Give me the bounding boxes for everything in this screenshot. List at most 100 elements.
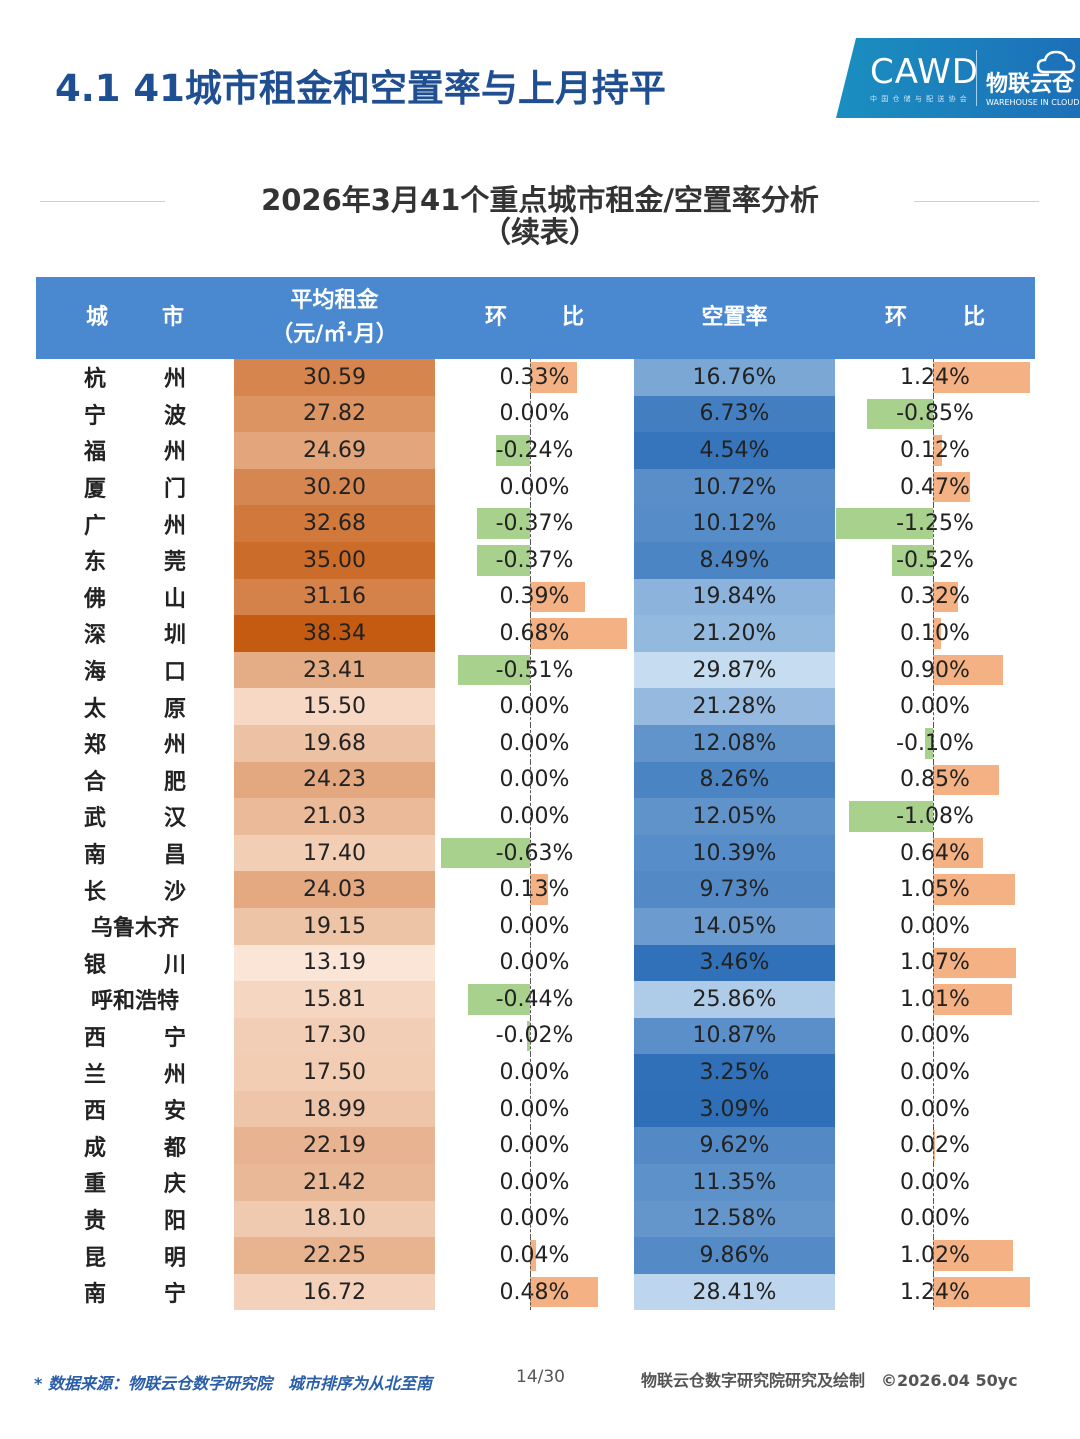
rent-cell: 22.25 [234,1237,435,1274]
positive-change-bar [933,618,941,649]
title-line-right [914,201,1039,202]
title-line-left [40,201,165,202]
rent-cell: 38.34 [234,615,435,652]
zero-axis-line [933,505,934,542]
positive-change-bar [933,435,943,466]
vacancy-mom-cell: 1.02% [835,1237,1035,1274]
logo-wlc-subtext: WAREHOUSE IN CLOUD [986,98,1080,107]
change-value: 0.00% [900,1060,970,1086]
rent-cell: 24.03 [234,871,435,908]
city-cell: 郑州 [36,725,234,762]
rent-mom-cell: 0.00% [435,724,634,762]
zero-axis-line [530,1237,531,1274]
table-row: 兰州 17.50 0.00% 3.25% 0.00% [36,1054,1035,1091]
city-cell: 太原 [36,688,234,725]
change-value: 0.00% [499,950,570,976]
vacancy-mom-cell: 0.90% [835,651,1035,689]
zero-axis-line [530,907,531,945]
zero-axis-line [530,1273,531,1311]
change-value: 0.64% [900,840,970,866]
table-row: 广州 32.68 -0.37% 10.12% -1.25% [36,505,1035,542]
vacancy-mom-cell: 0.47% [835,468,1035,506]
vacancy-mom-cell: 0.00% [835,1164,1035,1201]
city-name: 宁 [163,1282,186,1308]
table-header-row: 城市 平均租金 （元/㎡·月） 环比 空置率 环比 [36,277,1035,359]
rent-mom-cell: 0.00% [435,907,634,945]
city-cell: 武汉 [36,798,234,835]
rent-cell: 19.15 [234,907,435,945]
rent-mom-cell: 0.00% [435,395,634,433]
rent-mom-cell: 0.00% [435,468,634,506]
change-value: 0.00% [499,474,570,500]
rent-cell: 17.50 [234,1054,435,1091]
zero-axis-line [530,724,531,762]
zero-axis-line [933,688,934,725]
rent-cell: 21.03 [234,798,435,835]
city-name: 佛 [84,586,107,612]
negative-change-bar [440,837,530,869]
city-name: 川 [163,952,186,978]
table-row: 贵阳 18.10 0.00% 12.58% 0.00% [36,1200,1035,1238]
change-value: 0.00% [900,913,970,939]
zero-axis-line [530,541,531,579]
change-value: 0.90% [900,657,970,683]
change-value: 0.00% [499,1169,570,1195]
negative-change-bar [477,544,530,576]
city-cell: 乌鲁木齐 [36,908,234,945]
zero-axis-line [530,651,531,689]
positive-change-bar [933,654,1004,686]
rent-mom-cell: 0.33% [435,359,634,396]
city-name: 安 [163,1099,186,1125]
zero-axis-line [933,395,934,433]
vacancy-mom-cell: -1.08% [835,798,1035,835]
zero-axis-line [933,761,934,799]
table-row: 南宁 16.72 0.48% 28.41% 1.24% [36,1273,1035,1311]
zero-axis-line [933,615,934,652]
vacancy-mom-cell: 0.00% [835,1054,1035,1091]
table-row: 福州 24.69 -0.24% 4.54% 0.12% [36,432,1035,469]
change-value: 0.00% [499,1133,570,1159]
city-name: 西 [84,1025,107,1051]
col-rent: 平均租金 （元/㎡·月） [234,277,435,359]
change-value: 0.00% [499,694,570,720]
zero-axis-line [530,395,531,433]
city-cell: 贵阳 [36,1201,234,1238]
zero-axis-line [933,871,934,908]
change-value: -0.52% [896,547,974,573]
zero-axis-line [933,944,934,982]
zero-axis-line [933,432,934,469]
change-value: 0.00% [900,1096,970,1122]
table-row: 重庆 21.42 0.00% 11.35% 0.00% [36,1164,1035,1201]
city-name: 昌 [163,843,186,869]
vacancy-cell: 10.12% [634,505,835,542]
city-name: 南 [84,1282,107,1308]
table-title-line1: 2026年3月41个重点城市租金/空置率分析 [261,183,819,217]
change-value: 0.00% [499,401,570,427]
city-cell: 广州 [36,505,234,542]
city-name: 重 [84,1172,107,1198]
change-value: 0.00% [499,1096,570,1122]
change-value: -1.08% [896,803,974,829]
vacancy-cell: 21.20% [634,615,835,652]
positive-change-bar [530,618,627,649]
positive-change-bar [530,874,549,905]
zero-axis-line [530,615,531,652]
change-value: 0.00% [900,694,970,720]
positive-change-bar [933,874,1015,905]
city-name: 深 [84,623,107,649]
zero-axis-line [933,798,934,835]
table-row: 银川 13.19 0.00% 3.46% 1.07% [36,944,1035,982]
city-name: 兰 [84,1062,107,1088]
rent-cell: 30.20 [234,468,435,506]
logo-cawd-subtext: 中 国 仓 储 与 配 送 协 会 [870,95,968,103]
change-value: -0.51% [495,657,574,683]
table-body: 杭州 30.59 0.33% 16.76% 1.24% 宁波 27.82 0.00% 6.73%… [36,359,1035,1311]
change-value: -0.37% [495,547,574,573]
vacancy-mom-cell: 0.00% [835,688,1035,725]
city-name: 门 [163,477,186,503]
vacancy-mom-cell: 1.24% [835,359,1035,396]
rent-mom-cell: 0.00% [435,1164,634,1201]
rent-cell: 31.16 [234,578,435,616]
rent-mom-cell: 0.00% [435,688,634,725]
change-value: 0.33% [499,364,570,390]
